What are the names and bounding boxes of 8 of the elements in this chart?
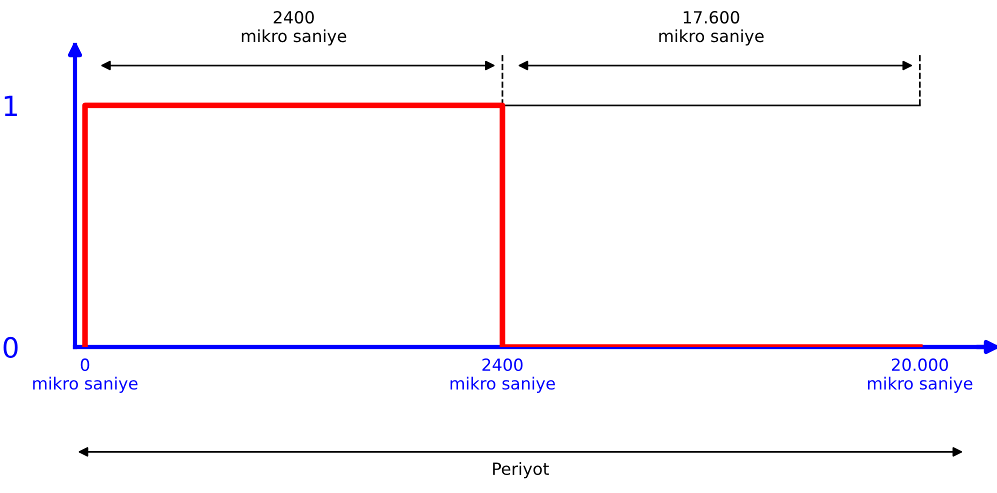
x-tick-label: 0 mikro saniye [33,358,138,393]
y-tick-label: 1 [4,96,17,116]
y-tick-label: 0 [4,336,18,358]
annotation: 2400 mikro saniye [242,10,346,46]
x-tick-label: 2400 mikro saniye [450,358,555,393]
x-tick-label: 20.000 mikro saniye [868,358,972,393]
annotation: 17.600 mikro saniye [659,10,764,46]
text: Periyot [493,462,549,478]
